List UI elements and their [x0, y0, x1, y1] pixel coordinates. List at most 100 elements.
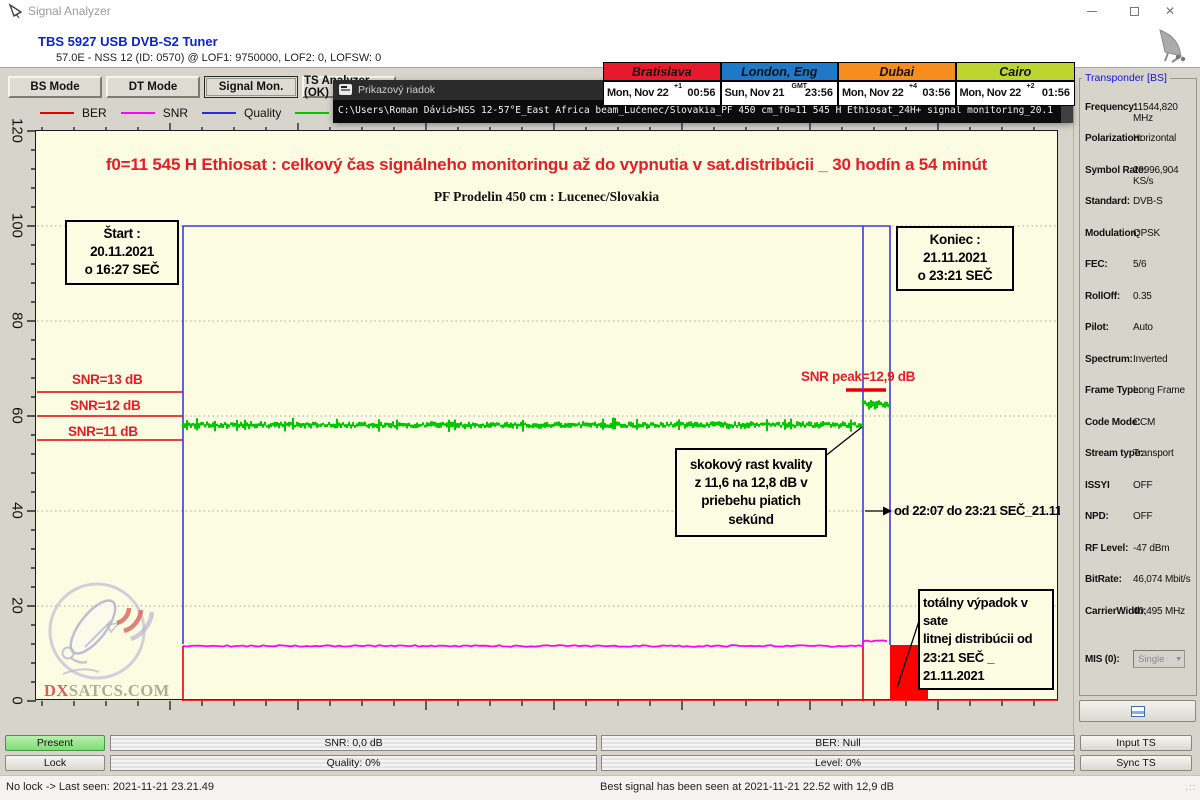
logo-dx: DX [44, 681, 69, 700]
ber-swatch [40, 112, 74, 114]
snr-legend-label: SNR [162, 106, 189, 120]
tp-label: Stream type: [1085, 448, 1144, 459]
clock-utc-offset: GMT [791, 83, 808, 90]
snr-12-label: SNR=12 dB [70, 398, 141, 413]
tp-row-frequency: Frequency: 11544,820 MHz [1080, 102, 1198, 124]
start-line2: o 16:27 SEČ [84, 262, 160, 278]
tp-value: Auto [1133, 322, 1153, 333]
tp-value: OFF [1133, 480, 1153, 491]
mis-dropdown[interactable]: Single ▼ [1133, 650, 1185, 668]
y-axis-label-100: 100 [8, 212, 26, 239]
tp-row-codemode: Code Mode: CCM [1080, 417, 1198, 431]
status-lock-text: No lock -> Last seen: 2021-11-21 23.21.4… [6, 781, 215, 793]
bs-mode-button[interactable]: BS Mode [8, 76, 102, 98]
lock-button[interactable]: Lock [5, 755, 105, 771]
end-line2: o 23:21 SEČ [917, 268, 993, 284]
outage-line3: 23:21 SEČ _ 21.11.2021 [923, 649, 995, 683]
clock-time: 01:56 [1041, 87, 1070, 99]
y-axis-label-0: 0 [8, 696, 26, 705]
sync-ts-button[interactable]: Sync TS [1080, 755, 1192, 771]
chart-tool-icon [1130, 705, 1145, 717]
chevron-down-icon: ▼ [1175, 656, 1182, 663]
annotation-end-box: Koniec : 21.11.2021 o 23:21 SEČ [896, 226, 1014, 291]
clock-bratislava: Bratislava Mon, Nov 22 +1 00:56 [604, 63, 722, 105]
snr-11-label: SNR=11 dB [68, 424, 138, 439]
clock-utc-offset: +4 [909, 83, 917, 90]
tp-row-carrierwidth: CarrierWidth: 40,495 MHz [1080, 606, 1198, 620]
tp-row-symbolrate: Symbol Rate: 29996,904 KS/s [1080, 165, 1198, 187]
chart-title: f0=11 545 H Ethiosat : celkový čas signá… [105, 155, 988, 174]
outage-line2: litnej distribúcii od [923, 631, 1033, 647]
snr-swatch [120, 112, 155, 114]
tp-row-rflevel: RF Level: -47 dBm [1080, 543, 1198, 557]
tp-label: FEC: [1085, 259, 1108, 270]
clock-time: 00:56 [687, 87, 716, 99]
legend-item-snr: SNR [120, 106, 189, 120]
tp-row-npd: NPD: OFF [1080, 511, 1198, 525]
dxsatcs-watermark: DXSATCS.COM [41, 581, 169, 701]
minimize-button[interactable] [1072, 0, 1112, 22]
outage-line1: totálny výpadok v sate [923, 595, 1028, 629]
clock-time: 23:56 [804, 87, 833, 99]
jump-line1: skokový rast kvality [689, 457, 813, 472]
jump-line2: z 11,6 na 12,8 dB v [694, 475, 808, 491]
transponder-sidebar: Transponder [BS] Frequency: 11544,820 MHz… [1073, 68, 1200, 774]
app-dish-icon [8, 3, 23, 19]
tp-value: 29996,904 KS/s [1133, 165, 1179, 187]
legend-item-ber: BER [40, 106, 107, 120]
tp-label: BitRate: [1085, 574, 1122, 585]
clock-date: Mon, Nov 22 [959, 87, 1022, 99]
tp-value: 46,074 Mbit/s [1133, 574, 1191, 585]
tp-label: Code Mode: [1085, 417, 1141, 428]
clock-datetime: Mon, Nov 22 +1 00:56 [604, 82, 720, 105]
quality-swatch [202, 112, 237, 114]
signal-mon-button[interactable]: Signal Mon. [204, 76, 298, 98]
close-button[interactable]: ✕ [1164, 4, 1176, 18]
tuner-header: TBS 5927 USB DVB-S2 Tuner 57.0E - NSS 12… [0, 22, 1200, 68]
window-titlebar: Signal Analyzer ✕ [0, 0, 1200, 22]
tp-value: Horizontal [1133, 133, 1177, 144]
chart-legend: BER SNR Quality Level [40, 104, 380, 122]
annotation-outage-box: totálny výpadok v sate litnej distribúci… [918, 589, 1054, 690]
snr-13-label: SNR=13 dB [72, 372, 143, 387]
tp-value: 0.35 [1133, 291, 1152, 302]
dt-mode-button[interactable]: DT Mode [106, 76, 200, 98]
ber-progressbar: BER: Null [601, 735, 1075, 751]
input-ts-button[interactable]: Input TS [1080, 735, 1192, 751]
y-axis-label-20: 20 [8, 597, 26, 614]
quality-progressbar: Quality: 0% [110, 755, 597, 771]
window-title: Signal Analyzer [28, 4, 111, 18]
sidebar-tool-button[interactable] [1079, 700, 1196, 722]
tp-row-standard: Standard: DVB-S [1080, 196, 1198, 210]
maximize-button[interactable] [1114, 0, 1154, 22]
dxsatcs-logo-graphic [48, 582, 155, 680]
present-button[interactable]: Present [5, 735, 105, 751]
tp-label: MIS (0): [1085, 654, 1120, 665]
cmd-command-text: C:\Users\Roman Dávid>NSS 12-57°E_East Af… [338, 105, 1053, 116]
signal-mon-label: Signal Mon. [218, 81, 284, 93]
tp-label: Symbol Rate: [1085, 165, 1147, 176]
transponder-group-label: Transponder [BS] [1082, 72, 1170, 84]
start-line1: Štart : 20.11.2021 [90, 226, 154, 260]
tp-label: RollOff: [1085, 291, 1121, 302]
chart-traces [27, 123, 1058, 710]
y-axis-label-80: 80 [8, 312, 26, 329]
bs-mode-label: BS Mode [30, 81, 80, 93]
clock-utc-offset: +1 [674, 83, 682, 90]
clock-time: 03:56 [922, 87, 951, 99]
tp-label: ISSYI [1085, 480, 1110, 491]
tp-label: Spectrum: [1085, 354, 1133, 365]
tp-row-mis: MIS (0): Single ▼ [1080, 650, 1198, 668]
y-axis-label-120: 120 [8, 117, 26, 144]
tp-label: Polarization: [1085, 133, 1143, 144]
tp-row-spectrum: Spectrum: Inverted [1080, 354, 1198, 368]
tp-label: RF Level: [1085, 543, 1129, 554]
tp-row-polarization: Polarization: Horizontal [1080, 133, 1198, 147]
annotation-time-window: od 22:07 do 23:21 SEČ_21.11.- [894, 503, 1060, 518]
y-axis-label-60: 60 [8, 407, 26, 424]
resize-grip[interactable]: .:: [1185, 782, 1196, 792]
tp-value: Long Frame [1133, 385, 1185, 396]
tp-row-pilot: Pilot: Auto [1080, 322, 1198, 336]
tp-label: Frame Type: [1085, 385, 1142, 396]
tp-label: Frequency: [1085, 102, 1137, 113]
